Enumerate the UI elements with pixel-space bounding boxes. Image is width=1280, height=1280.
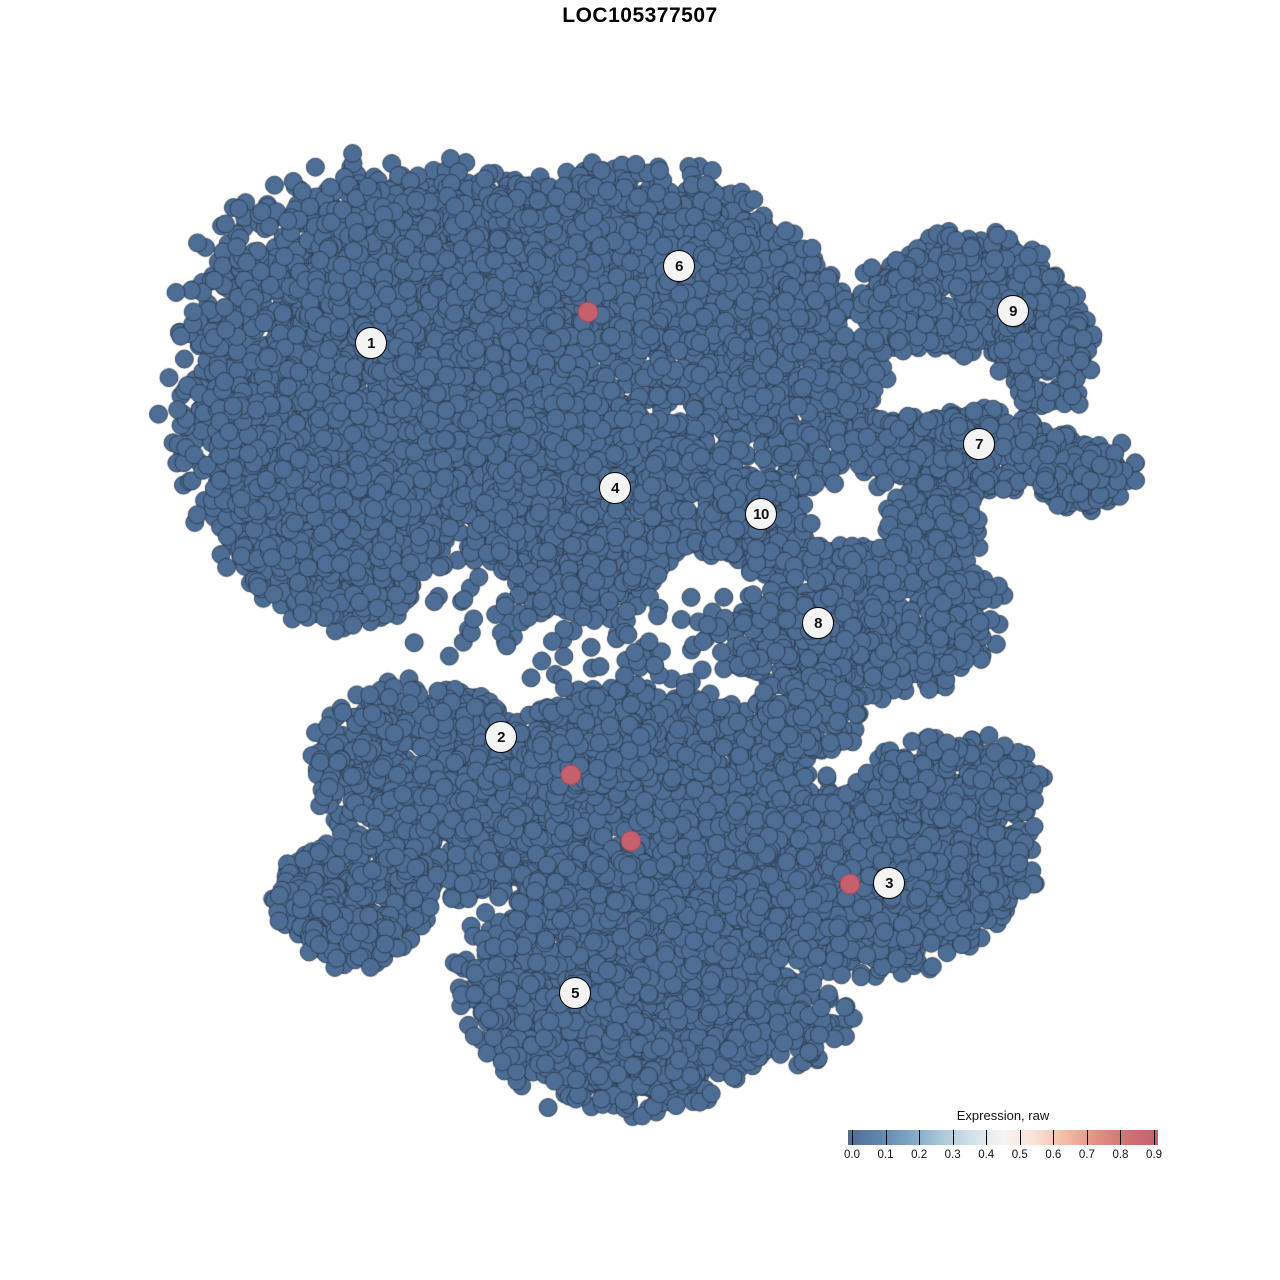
cluster-label-2: 2 <box>485 721 517 753</box>
legend-tick-label-0.4: 0.4 <box>978 1149 995 1161</box>
legend-tick-0.9 <box>1154 1130 1155 1145</box>
legend-tick-label-0.5: 0.5 <box>1011 1149 1028 1161</box>
cluster-label-6: 6 <box>663 250 695 282</box>
legend-tick-label-0.9: 0.9 <box>1146 1149 1162 1161</box>
legend-tick-0.1 <box>885 1130 887 1145</box>
cluster-label-3: 3 <box>873 867 905 899</box>
cluster-label-5: 5 <box>559 977 591 1009</box>
cluster-label-10: 10 <box>745 498 777 530</box>
legend-tick-0.0 <box>852 1130 853 1145</box>
cluster-label-1: 1 <box>355 327 387 359</box>
legend-tick-label-0.3: 0.3 <box>944 1149 961 1161</box>
legend-tick-0.7 <box>1086 1130 1088 1145</box>
legend-tick-label-0.0: 0.0 <box>844 1149 860 1161</box>
legend-tick-label-0.2: 0.2 <box>911 1149 928 1161</box>
legend-tick-label-0.1: 0.1 <box>877 1149 894 1161</box>
cluster-label-9: 9 <box>997 295 1029 327</box>
legend-tick-0.2 <box>919 1130 921 1145</box>
legend-tick-label-0.6: 0.6 <box>1045 1149 1062 1161</box>
cluster-label-7: 7 <box>963 428 995 460</box>
expression-legend: Expression, raw 0.0 0.1 0.2 0.3 0.4 0.5 0.6 0.7… <box>844 1108 1162 1165</box>
cluster-label-4: 4 <box>599 472 631 504</box>
legend-tick-0.6 <box>1053 1130 1055 1145</box>
cluster-label-8: 8 <box>802 607 834 639</box>
legend-tick-0.8 <box>1120 1130 1122 1145</box>
legend-tick-0.4 <box>986 1130 988 1145</box>
legend-gradient-bar <box>848 1130 1158 1145</box>
legend-tick-label-0.8: 0.8 <box>1112 1149 1129 1161</box>
legend-tick-0.5 <box>1019 1130 1021 1145</box>
legend-title: Expression, raw <box>956 1108 1050 1123</box>
legend-tick-label-0.7: 0.7 <box>1078 1149 1095 1161</box>
legend-tick-0.3 <box>952 1130 954 1145</box>
legend-tick-labels: 0.0 0.1 0.2 0.3 0.4 0.5 0.6 0.7 0.8 0.9 <box>844 1149 1162 1165</box>
